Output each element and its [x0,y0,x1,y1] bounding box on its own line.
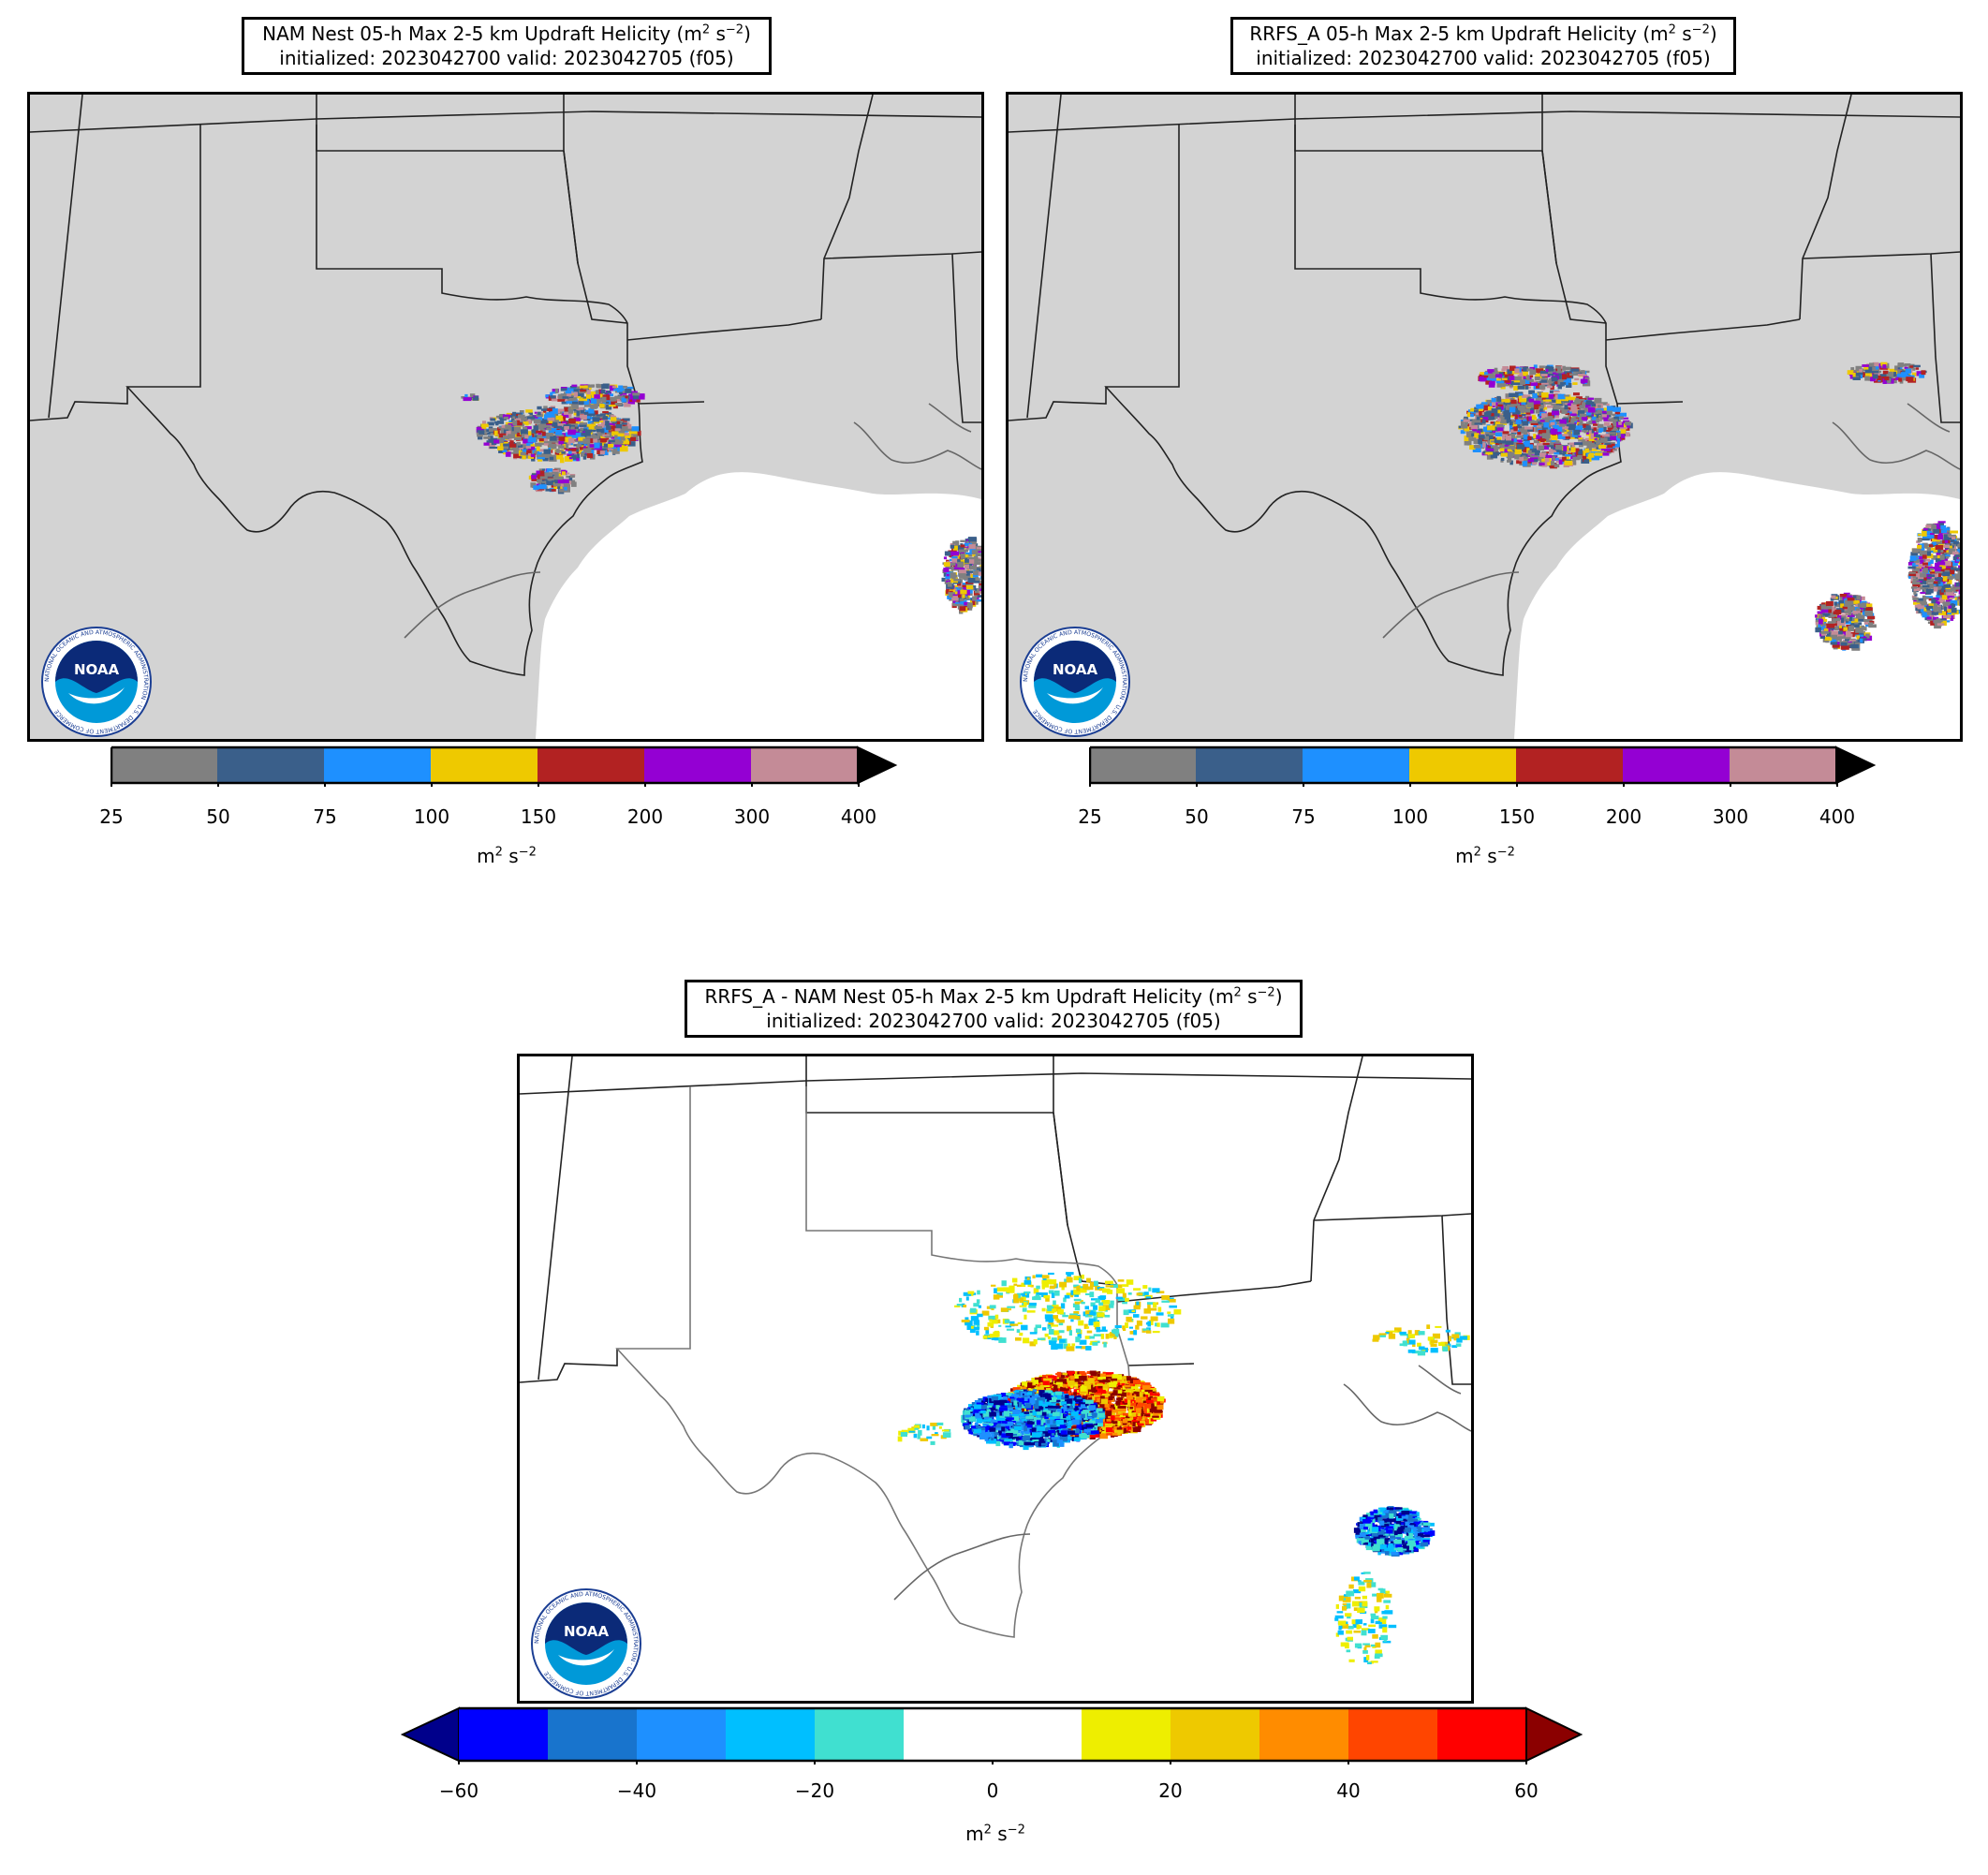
diff-title-line2: initialized: 2023042700 valid: 202304270… [766,1010,1221,1032]
diff-colorbar-tick-label: 60 [1514,1779,1539,1802]
rrfs-title-line1: RRFS_A 05-h Max 2-5 km Updraft Helicity … [1249,22,1717,45]
nam-colorbar-units: m2 s−2 [477,845,537,867]
diff-colorbar-low-extend-arrow [401,1706,460,1763]
rrfs-colorbar-tick-label: 75 [1291,805,1316,828]
diff-colorbar-swatch [904,1708,993,1761]
nam-colorbar-tick-label: 50 [206,805,230,828]
rrfs-colorbar-extend-arrow [1835,746,1877,785]
diff-colorbar-swatch [1437,1708,1526,1761]
diff-map [517,1054,1474,1704]
rrfs-panel-title: RRFS_A 05-h Max 2-5 km Updraft Helicity … [1230,17,1736,75]
rrfs-title-line2: initialized: 2023042700 valid: 202304270… [1256,47,1711,69]
rrfs-colorbar-swatch [1730,747,1836,783]
rrfs-colorbar-swatch [1623,747,1730,783]
nam-title-line1: NAM Nest 05-h Max 2-5 km Updraft Helicit… [262,22,751,45]
nam-colorbar-swatch [644,747,751,783]
nam-colorbar-swatch [217,747,324,783]
diff-colorbar-swatch [815,1708,904,1761]
nam-colorbar-swatch [324,747,431,783]
nam-title-line2: initialized: 2023042700 valid: 202304270… [279,47,734,69]
diff-basemap [520,1056,1471,1701]
rrfs-colorbar-tick-label: 300 [1712,805,1749,828]
nam-colorbar-tick-label: 100 [413,805,450,828]
diff-colorbar-swatch [637,1708,726,1761]
rrfs-colorbar-units: m2 s−2 [1455,845,1515,867]
nam-colorbar-tick-label: 75 [313,805,337,828]
diff-colorbar-swatch [1259,1708,1348,1761]
diff-colorbar-swatch [993,1708,1082,1761]
nam-map [27,92,984,742]
rrfs-colorbar-tick-label: 200 [1605,805,1642,828]
diff-colorbar-high-extend-arrow [1525,1706,1583,1763]
rrfs-colorbar-tick-label: 25 [1078,805,1102,828]
rrfs-colorbar-swatch [1303,747,1409,783]
diff-colorbar-tick-label: 20 [1158,1779,1183,1802]
rrfs-colorbar-swatch [1196,747,1303,783]
nam-colorbar-tick-label: 300 [733,805,771,828]
diff-colorbar-swatch [1171,1708,1259,1761]
nam-colorbar-swatch [537,747,644,783]
diff-uh-field [897,1272,1470,1664]
rrfs-colorbar-tick-label: 150 [1498,805,1536,828]
diff-colorbar-swatch [459,1708,548,1761]
rrfs-map [1006,92,1963,742]
diff-colorbar-swatch [726,1708,815,1761]
diff-colorbar-swatch [1082,1708,1171,1761]
rrfs-colorbar-swatch [1409,747,1516,783]
rrfs-colorbar-tick-label: 50 [1185,805,1209,828]
rrfs-colorbar-swatches [1089,746,1877,787]
nam-colorbar-extend-arrow [857,746,898,785]
diff-colorbar-tick-label: −20 [794,1779,835,1802]
diff-colorbar-swatches [401,1706,1583,1764]
rrfs-colorbar-swatch [1089,747,1196,783]
diff-colorbar-swatch [1348,1708,1437,1761]
nam-colorbar-tick-label: 25 [99,805,124,828]
diff-title-line1: RRFS_A - NAM Nest 05-h Max 2-5 km Updraf… [704,985,1283,1008]
rrfs-colorbar-tick-label: 100 [1392,805,1429,828]
diff-colorbar-tick-label: −60 [438,1779,479,1802]
diff-colorbar-tick-label: 40 [1336,1779,1361,1802]
rrfs-colorbar-tick-label: 400 [1819,805,1856,828]
nam-colorbar-tick-label: 150 [520,805,557,828]
diff-panel-title: RRFS_A - NAM Nest 05-h Max 2-5 km Updraf… [685,980,1303,1038]
rrfs-uh-field [1458,362,1960,651]
diff-colorbar-units: m2 s−2 [965,1823,1025,1845]
nam-colorbar-swatch [431,747,537,783]
diff-colorbar-tick-label: 0 [986,1779,999,1802]
nam-colorbar-swatch [751,747,858,783]
nam-colorbar-tick-label: 200 [626,805,664,828]
diff-colorbar-tick-label: −40 [616,1779,657,1802]
nam-colorbar-swatches [110,746,898,787]
diff-colorbar-swatch [548,1708,637,1761]
nam-uh-field [461,383,981,614]
nam-panel-title: NAM Nest 05-h Max 2-5 km Updraft Helicit… [242,17,772,75]
nam-colorbar-tick-label: 400 [840,805,877,828]
nam-colorbar-swatch [110,747,217,783]
rrfs-colorbar-swatch [1516,747,1623,783]
